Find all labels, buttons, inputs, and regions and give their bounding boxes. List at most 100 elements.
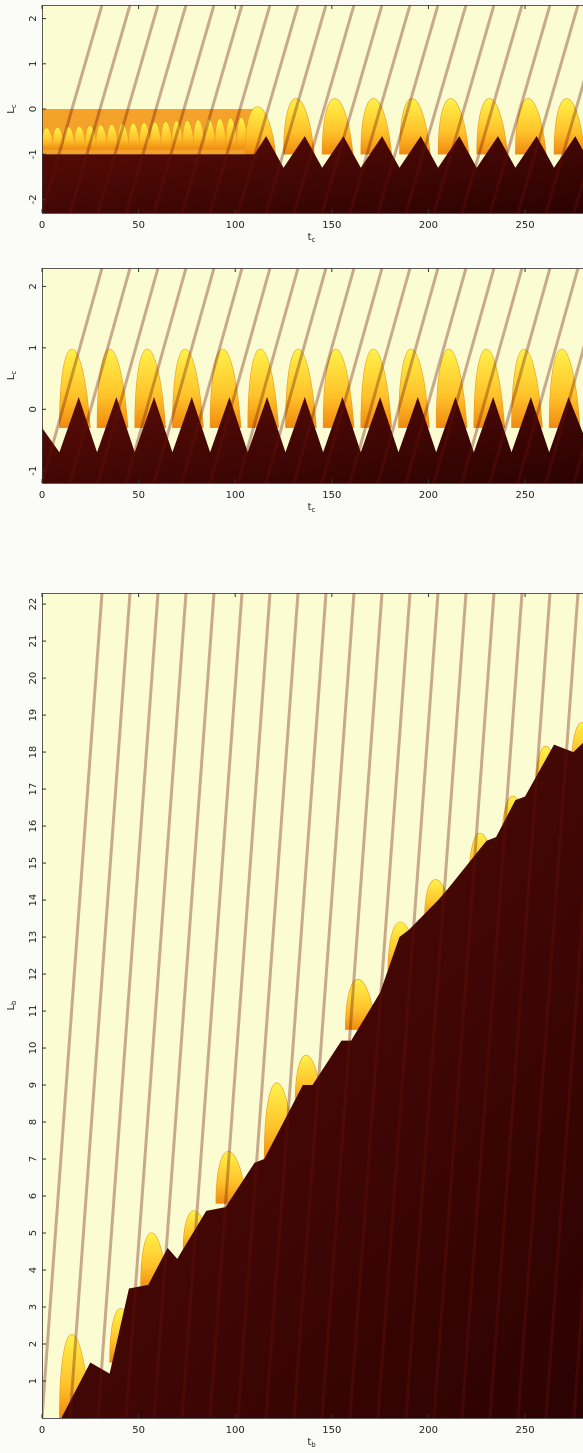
heatmap-streak	[180, 593, 244, 1418]
heatmap-streak	[488, 5, 552, 213]
heatmap-streak	[124, 268, 188, 483]
heatmap-streak	[544, 344, 583, 483]
y-axis-label-main: L	[6, 1005, 17, 1011]
x-tick-label: 50	[132, 490, 145, 501]
heatmap-lobe	[209, 348, 242, 429]
heatmap-streak	[96, 268, 160, 483]
heatmap-streak	[544, 79, 583, 213]
x-axis-label-subscript: c	[312, 236, 316, 244]
heatmap-streak	[180, 5, 244, 213]
heatmap-streak	[320, 593, 384, 1418]
x-axis-label: tc	[308, 502, 316, 514]
x-axis-label-subscript: b	[311, 1441, 316, 1449]
y-tick-label: 1	[28, 345, 39, 351]
heatmap-streak	[432, 593, 496, 1418]
y-axis-label-subscript: c	[10, 104, 18, 108]
y-tick-label: 5	[28, 1230, 39, 1236]
y-tick-label: -2	[28, 194, 39, 204]
heatmap-streak	[264, 268, 328, 483]
heatmap-lobe	[285, 348, 317, 429]
x-tick-label: 250	[515, 220, 534, 231]
heatmap-streak	[152, 268, 216, 483]
heatmap-streak	[96, 5, 160, 213]
x-tick-label: 200	[419, 220, 438, 231]
y-tick-label: 1	[28, 61, 39, 67]
heatmap-streak	[432, 268, 496, 483]
heatmap-lobe	[511, 348, 543, 429]
plot-frame	[42, 268, 583, 484]
heatmap-streak	[348, 593, 412, 1418]
heatmap-streak	[404, 593, 468, 1418]
heatmap-streak	[460, 5, 524, 213]
heatmap-streak	[264, 593, 328, 1418]
heatmap-streak	[68, 268, 132, 483]
heatmap-streak	[42, 5, 104, 213]
heatmap	[42, 268, 583, 483]
y-tick-label: 16	[28, 820, 39, 833]
heatmap-streak	[124, 5, 188, 213]
x-tick-label: 150	[322, 490, 341, 501]
x-axis-label: tc	[308, 232, 316, 244]
x-tick-label: 50	[132, 220, 145, 231]
x-tick-label: 150	[322, 1425, 341, 1436]
y-tick-label: 2	[28, 15, 39, 21]
heatmap-streak	[68, 593, 132, 1418]
heatmap-streak	[488, 268, 552, 483]
y-axis-label-main: L	[6, 108, 17, 114]
heatmap-dark-region	[42, 397, 583, 483]
heatmap-streak	[404, 5, 468, 213]
y-axis-label: Lc	[6, 104, 18, 114]
heatmap-streak	[376, 593, 440, 1418]
x-axis-label-main: t	[308, 232, 312, 243]
x-axis-label-subscript: c	[312, 506, 316, 514]
y-tick-label: 20	[28, 672, 39, 685]
heatmap-lobe	[360, 348, 393, 429]
heatmap-streak	[432, 5, 496, 213]
y-tick-label: -1	[28, 466, 39, 476]
x-tick-label: 0	[39, 220, 45, 231]
heatmap-streak	[516, 5, 580, 213]
heatmap-streak	[348, 5, 412, 213]
heatmap-streak	[208, 593, 272, 1418]
y-tick-label: 14	[28, 894, 39, 907]
heatmap-streak	[42, 268, 104, 483]
y-axis-label-subscript: b	[10, 1000, 18, 1005]
heatmap-lobe	[398, 348, 430, 429]
y-tick-label: 17	[28, 783, 39, 796]
y-tick-label: 1	[28, 1378, 39, 1384]
y-tick-label: 22	[28, 598, 39, 611]
heatmap-lobe	[473, 348, 506, 429]
x-tick-label: 200	[419, 490, 438, 501]
heatmap-streak	[180, 268, 244, 483]
heatmap-streak	[320, 268, 384, 483]
y-tick-label: 2	[28, 1341, 39, 1347]
y-axis-label: Lc	[6, 371, 18, 381]
heatmap-streak	[320, 5, 384, 213]
heatmap-streak	[292, 593, 356, 1418]
heatmap-lobe	[172, 348, 204, 429]
x-axis-label-main: t	[307, 1437, 311, 1448]
y-axis-label-main: L	[6, 374, 17, 380]
x-tick-label: 100	[226, 1425, 245, 1436]
heatmap-streak	[348, 268, 412, 483]
x-tick-label: 100	[226, 220, 245, 231]
y-tick-label: 7	[28, 1156, 39, 1162]
heatmap-streak	[208, 5, 272, 213]
heatmap-lobe	[134, 348, 166, 429]
y-tick-label: 15	[28, 857, 39, 870]
heatmap-streak	[516, 268, 580, 483]
heatmap-streak	[516, 593, 580, 1418]
heatmap	[42, 593, 583, 1418]
y-tick-label: 0	[28, 106, 39, 112]
y-axis-label-subscript: c	[10, 371, 18, 375]
y-axis-label: Lb	[6, 1000, 18, 1011]
x-tick-label: 0	[39, 490, 45, 501]
y-tick-label: 8	[28, 1119, 39, 1125]
y-tick-label: 21	[28, 635, 39, 648]
heatmap-dark-region	[42, 742, 583, 1418]
heatmap	[42, 5, 583, 213]
y-tick-label: -1	[28, 149, 39, 159]
